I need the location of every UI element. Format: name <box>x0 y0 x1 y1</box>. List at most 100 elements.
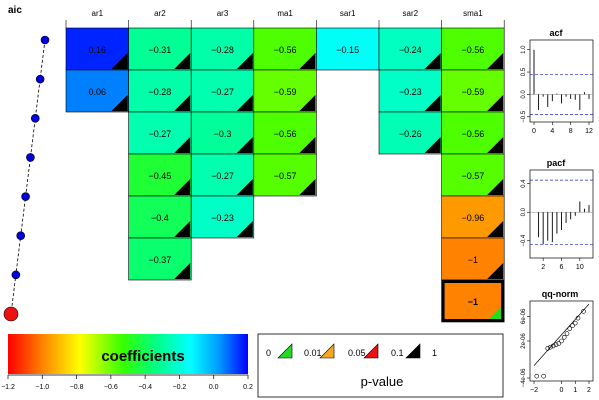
pvalue-label: 1 <box>432 348 437 358</box>
coefficient-label: 0.06 <box>89 87 107 97</box>
coefficient-label: −0.37 <box>149 255 172 265</box>
heatmap-cell: 0.06 <box>65 69 129 113</box>
y-tick-label: −0.5 <box>521 110 527 123</box>
qq-point <box>534 373 540 379</box>
column-header: sar2 <box>403 9 419 18</box>
column-header: ar2 <box>154 9 166 18</box>
heatmap-cell: −0.96 <box>441 195 505 239</box>
heatmap-cell: −0.24 <box>378 27 442 71</box>
y-tick-label: −0.4 <box>521 234 527 247</box>
aic-title: aic <box>8 5 22 16</box>
coefficient-label: −0.27 <box>211 87 234 97</box>
acf-panel: acf −0.5 0.0 0.5 1.0 0 4 8 12 <box>521 28 594 135</box>
heatmap-cell: −0.27 <box>128 111 192 155</box>
qqnorm-panel: qq-norm −4e-06 2e-06 6e-06 −2 0 1 2 <box>521 289 594 394</box>
heatmap-cell: −0.37 <box>128 237 192 281</box>
heatmap-cell: −0.4 <box>128 195 192 239</box>
qqnorm-title: qq-norm <box>542 289 579 299</box>
column-header: sar1 <box>340 9 356 18</box>
aic-point <box>35 74 45 84</box>
coefficient-label: −0.26 <box>399 129 422 139</box>
pvalue-marker <box>487 53 504 69</box>
coefficient-label: −0.28 <box>149 87 172 97</box>
pvalue-marker <box>424 53 441 69</box>
x-tick-label: 6 <box>560 264 564 271</box>
heatmap-cell: −0.27 <box>190 153 255 197</box>
heatmap-cell: −0.56 <box>253 27 317 71</box>
colorbar-label: coefficients <box>101 348 184 365</box>
coefficient-label: −0.57 <box>462 171 485 181</box>
pvalue-marker <box>236 53 253 69</box>
selected-model-outline <box>441 280 505 322</box>
qq-point <box>545 346 551 351</box>
colorbar-tick-label: 0.0 <box>209 384 219 391</box>
aic-point <box>26 153 35 162</box>
qq-reference-line <box>533 303 590 366</box>
aic-point <box>21 192 30 201</box>
qq-point <box>575 315 581 321</box>
aic-point <box>16 231 26 241</box>
pvalue-label: 0.01 <box>304 348 322 358</box>
heatmap-cell: −0.56 <box>253 111 317 155</box>
heatmap-cell: −0.23 <box>378 69 442 113</box>
pvalue-marker <box>487 137 504 153</box>
pvalue-marker <box>487 95 504 111</box>
coefficient-label: −0.4 <box>151 213 169 223</box>
colorbar-tick-label: −0.8 <box>70 384 84 391</box>
pvalue-label: 0.05 <box>348 348 366 358</box>
heatmap-cell: −0.56 <box>441 27 505 71</box>
pvalue-swatch <box>363 343 379 359</box>
aic-point <box>11 270 21 280</box>
coefficient-label: −0.3 <box>214 129 232 139</box>
qq-point <box>572 320 578 326</box>
heatmap-cell: 0.16 <box>65 27 129 71</box>
y-tick-label: 2e-06 <box>521 333 527 349</box>
colorbar-tick-label: −0.4 <box>138 384 152 391</box>
pvalue-marker <box>236 221 253 237</box>
colorbar-tick-label: −0.2 <box>173 384 187 391</box>
column-header: ma1 <box>277 9 293 18</box>
x-tick-label: 0 <box>532 128 536 135</box>
column-header: ar3 <box>217 9 229 18</box>
qq-point <box>553 342 559 348</box>
qq-point <box>581 309 586 314</box>
pvalue-label: 0.1 <box>391 348 404 358</box>
colorbar-tick-label: −1.0 <box>35 384 49 391</box>
qq-point <box>541 373 546 379</box>
y-tick-label: 1.0 <box>521 45 527 54</box>
heatmap-cell: −0.23 <box>190 195 255 239</box>
colorbar-tick-label: −0.6 <box>104 384 118 391</box>
pacf-panel: pacf −0.4 0.0 0.4 2 6 10 <box>521 158 594 271</box>
heatmap-cell: −1 <box>441 237 505 281</box>
x-tick-label: 12 <box>585 128 593 135</box>
coefficient-label: 0.16 <box>89 45 107 55</box>
heatmap-cell: −0.59 <box>253 69 317 113</box>
heatmap-cell: −0.57 <box>441 153 505 197</box>
acf-title: acf <box>549 28 563 38</box>
heatmap-cell: −0.45 <box>128 153 192 197</box>
coefficient-label: −0.56 <box>274 129 297 139</box>
column-header: sma1 <box>463 9 483 18</box>
coefficient-label: −0.59 <box>462 87 485 97</box>
pvalue-marker <box>299 53 316 69</box>
pvalue-marker <box>174 137 191 153</box>
heatmap-cell: −0.28 <box>128 69 192 113</box>
pvalue-marker <box>424 137 441 153</box>
qq-point <box>561 334 567 340</box>
x-tick-label: 4 <box>550 128 554 135</box>
heatmap-cell: −0.31 <box>128 27 192 71</box>
coefficient-label: −0.23 <box>399 87 422 97</box>
pvalue-marker <box>174 53 191 69</box>
y-tick-label: 0.5 <box>521 67 527 76</box>
colorbar: coefficients −1.2 −1.0 −0.8 −0.6 −0.4 −0.2 0.0… <box>1 334 253 391</box>
qq-point <box>550 343 556 349</box>
pvalue-marker <box>299 137 316 153</box>
x-tick-label: −2 <box>530 387 538 394</box>
pvalue-marker <box>487 305 504 321</box>
heatmap-cell: −0.57 <box>253 153 317 197</box>
column-header: ar1 <box>92 9 104 18</box>
y-tick-label: 0.4 <box>521 179 527 188</box>
heatmap-cell: −0.15 <box>316 27 380 71</box>
qq-point <box>570 323 575 328</box>
pvalue-marker <box>424 95 441 111</box>
